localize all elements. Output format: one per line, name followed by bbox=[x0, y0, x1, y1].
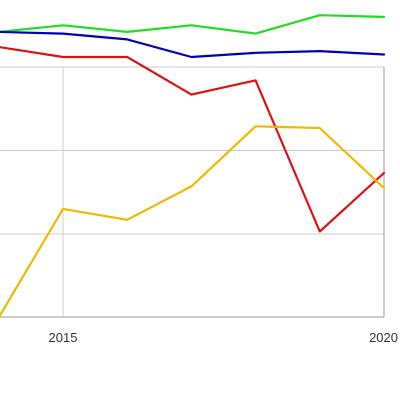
x-tick-label-2015: 2015 bbox=[49, 330, 78, 345]
x-axis-labels: 2015 2020 bbox=[49, 330, 398, 345]
series-line-1 bbox=[0, 14, 386, 35]
series-group bbox=[0, 14, 386, 318]
series-line-4 bbox=[0, 125, 386, 318]
series-line-2 bbox=[0, 30, 386, 59]
plot-frame bbox=[0, 67, 385, 318]
series-line-3 bbox=[0, 46, 386, 233]
x-tick-label-2020: 2020 bbox=[369, 330, 398, 345]
grid bbox=[0, 66, 385, 317]
